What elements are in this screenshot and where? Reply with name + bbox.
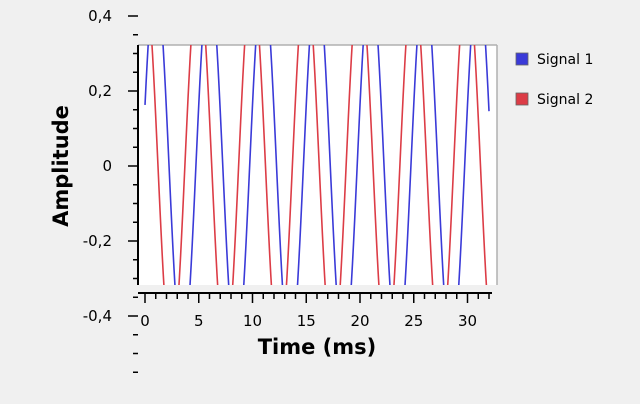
series-layer xyxy=(144,45,490,285)
x-tick-label: 5 xyxy=(194,312,204,330)
x-tick-label: 15 xyxy=(297,312,316,330)
y-axis: 0,4 0,2 0 -0,2 -0,4 xyxy=(83,7,139,373)
x-axis-title: Time (ms) xyxy=(258,335,377,359)
y-tick-label: 0,4 xyxy=(88,7,112,25)
x-tick-label: 25 xyxy=(404,312,423,330)
y-tick-label: -0,2 xyxy=(83,232,112,250)
legend-swatch-1 xyxy=(515,52,529,66)
legend-label-2: Signal 2 xyxy=(537,92,593,108)
series-line-2 xyxy=(151,45,488,285)
y-tick-label: 0,2 xyxy=(88,82,112,100)
x-tick-label: 10 xyxy=(243,312,262,330)
legend-label-1: Signal 1 xyxy=(537,52,593,68)
legend-swatch-2 xyxy=(515,92,529,106)
legend: Signal 1 Signal 2 xyxy=(515,52,593,108)
y-axis-title: Amplitude xyxy=(49,105,73,227)
y-tick-label: 0 xyxy=(102,157,112,175)
x-axis: 0 5 10 15 20 25 30 xyxy=(138,292,492,330)
x-tick-label: 0 xyxy=(140,312,150,330)
y-tick-label: -0,4 xyxy=(83,307,112,325)
x-tick-label: 20 xyxy=(350,312,369,330)
x-tick-label: 30 xyxy=(458,312,477,330)
